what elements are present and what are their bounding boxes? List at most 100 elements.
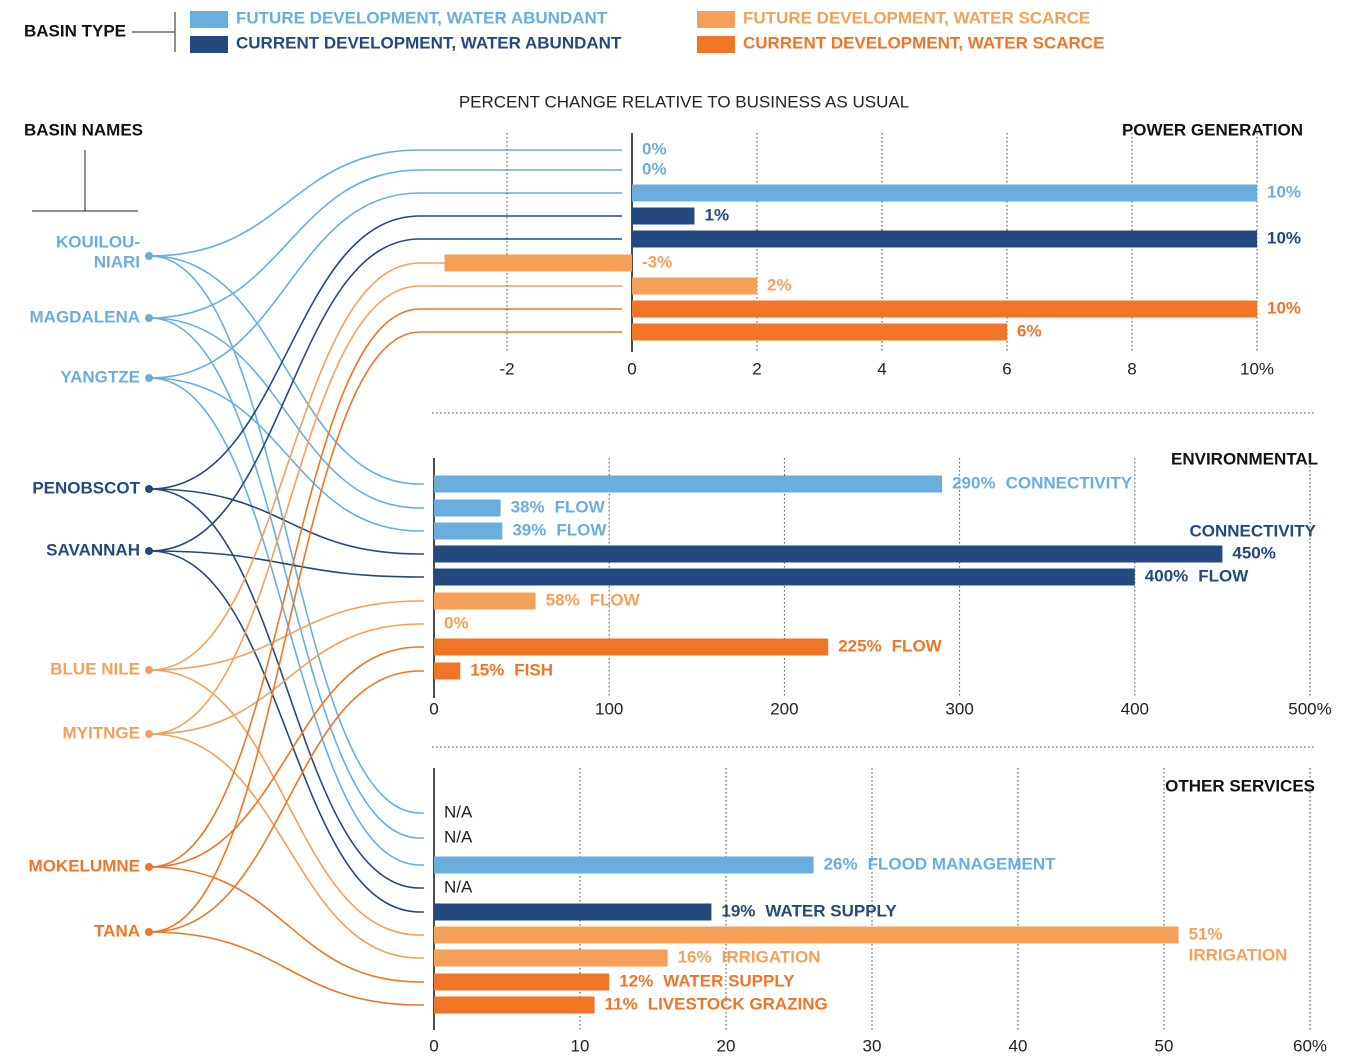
bar — [632, 207, 695, 225]
value-label: 39% — [512, 520, 546, 539]
x-tick-label: 4 — [877, 359, 886, 378]
subtitle: PERCENT CHANGE RELATIVE TO BUSINESS AS U… — [459, 92, 909, 111]
annotation: FLOW — [892, 636, 943, 655]
annotation: IRRIGATION — [1189, 945, 1288, 964]
legend-swatch — [697, 11, 735, 28]
basin-dot — [145, 730, 153, 738]
connector — [149, 317, 424, 839]
connector — [149, 149, 622, 257]
x-tick-label: 0 — [429, 699, 438, 718]
value-label: 0% — [444, 613, 469, 632]
bar — [434, 499, 501, 517]
legend-swatch — [190, 11, 228, 28]
connector — [149, 550, 424, 913]
value-label: 1% — [705, 205, 730, 224]
x-tick-label: 30 — [863, 1036, 882, 1055]
connector — [149, 215, 622, 490]
bar — [434, 568, 1135, 586]
basin-dot — [145, 928, 153, 936]
value-label: 6% — [1017, 321, 1042, 340]
connector — [149, 169, 622, 319]
basin-dot — [145, 863, 153, 871]
annotation: CONNECTIVITY — [1006, 473, 1133, 492]
x-tick-label: 400 — [1121, 699, 1149, 718]
connector — [149, 308, 622, 868]
x-tick-label: 500% — [1288, 699, 1331, 718]
x-tick-label: 0 — [429, 1036, 438, 1055]
basin-name: SAVANNAH — [46, 540, 140, 559]
bar — [434, 926, 1179, 944]
basin-name: MOKELUMNE — [29, 856, 140, 875]
bar — [632, 230, 1257, 248]
connector — [149, 669, 424, 936]
panel-title: POWER GENERATION — [1122, 120, 1303, 139]
bar — [632, 184, 1257, 202]
annotation: CONNECTIVITY — [1189, 521, 1316, 540]
connector — [149, 192, 622, 379]
annotation: FLOW — [555, 497, 606, 516]
connector — [149, 866, 424, 983]
legend-label: FUTURE DEVELOPMENT, WATER ABUNDANT — [236, 8, 608, 27]
value-label: -3% — [642, 252, 672, 271]
legend-label: CURRENT DEVELOPMENT, WATER SCARCE — [743, 33, 1104, 52]
value-label: N/A — [444, 827, 473, 846]
legend-swatch — [190, 36, 228, 53]
value-label: 16% — [678, 947, 712, 966]
bar — [434, 662, 461, 680]
panel-title: OTHER SERVICES — [1165, 776, 1315, 795]
x-tick-label: 20 — [717, 1036, 736, 1055]
x-tick-label: 50 — [1155, 1036, 1174, 1055]
bar — [434, 545, 1223, 563]
basin-dot — [145, 252, 153, 260]
value-label: 51% — [1189, 924, 1223, 943]
x-tick-label: 100 — [595, 699, 623, 718]
x-tick-label: 2 — [752, 359, 761, 378]
connector — [149, 377, 424, 866]
bar — [434, 522, 503, 540]
basin-name: BLUE NILE — [50, 659, 140, 678]
bar — [632, 323, 1007, 341]
x-tick-label: 200 — [770, 699, 798, 718]
basin-name: YANGTZE — [60, 367, 140, 386]
value-label: 38% — [511, 497, 545, 516]
bar — [434, 973, 610, 991]
connector — [149, 285, 622, 735]
bar — [444, 254, 632, 272]
connector — [149, 488, 424, 889]
legend-swatch — [697, 36, 735, 53]
connector — [149, 931, 424, 1006]
connector — [149, 262, 622, 671]
value-label: 0% — [642, 159, 667, 178]
x-tick-label: 8 — [1127, 359, 1136, 378]
value-label: 10% — [1267, 228, 1301, 247]
basin-dot — [145, 485, 153, 493]
basin-name: MYITNGE — [63, 723, 140, 742]
x-tick-label: -2 — [499, 359, 514, 378]
bar — [632, 277, 757, 295]
bar — [632, 300, 1257, 318]
connector — [149, 331, 622, 933]
basin-dot — [145, 547, 153, 555]
annotation: FLOW — [590, 590, 641, 609]
value-label: 10% — [1267, 298, 1301, 317]
basins-title: BASIN NAMES — [24, 120, 143, 139]
legend-label: CURRENT DEVELOPMENT, WATER ABUNDANT — [236, 33, 622, 52]
bar — [434, 638, 829, 656]
x-tick-label: 6 — [1002, 359, 1011, 378]
value-label: 400% — [1145, 566, 1188, 585]
bar — [434, 856, 814, 874]
connector — [149, 255, 424, 814]
connector — [149, 600, 424, 671]
x-tick-label: 300 — [945, 699, 973, 718]
x-tick-label: 60% — [1293, 1036, 1327, 1055]
connector — [149, 317, 424, 509]
basin-name: TANA — [94, 921, 140, 940]
value-label: 58% — [546, 590, 580, 609]
value-label: 290% — [952, 473, 995, 492]
legend-label: FUTURE DEVELOPMENT, WATER SCARCE — [743, 8, 1090, 27]
value-label: 19% — [721, 901, 755, 920]
bar — [434, 475, 943, 493]
connector — [149, 733, 424, 959]
basin-name: MAGDALENA — [30, 307, 141, 326]
